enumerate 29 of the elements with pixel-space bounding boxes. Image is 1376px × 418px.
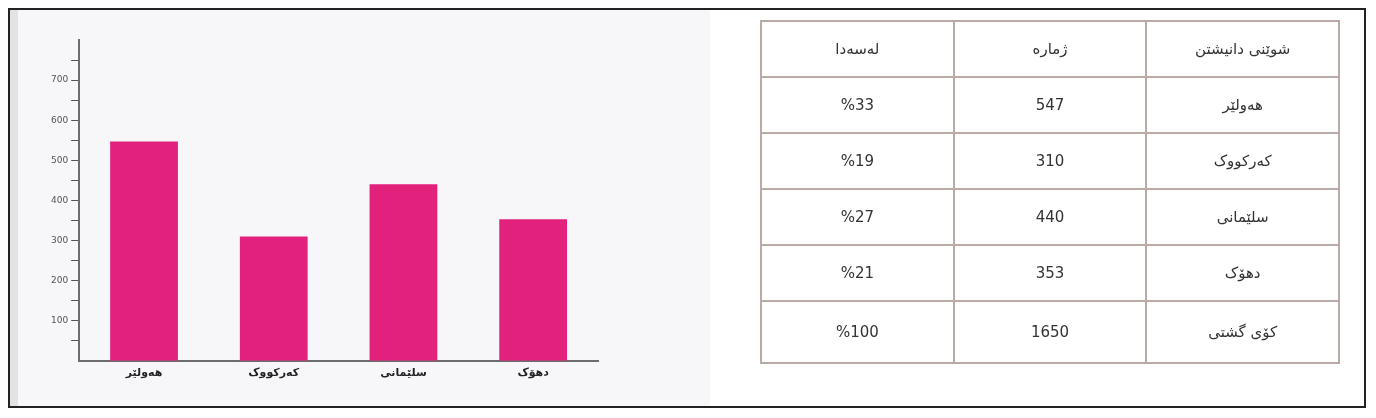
text: ژمارە	[953, 21, 1147, 77]
x-tick-label: دهۆک	[517, 366, 550, 380]
y-tick-label: 500	[50, 154, 69, 165]
y-tick-label: 700	[50, 74, 69, 85]
text: لەسەدا	[761, 21, 954, 77]
text: %33	[761, 77, 954, 133]
y-tick-label: 200	[50, 274, 69, 285]
category-label: کەرکووک	[1213, 152, 1272, 170]
y-tick-label: 100	[50, 315, 69, 326]
text: %100	[761, 301, 954, 363]
category-label: دهۆک	[1224, 264, 1261, 282]
text: 353	[953, 245, 1147, 301]
y-tick-label: 600	[50, 114, 69, 125]
x-tick-label: سلێمانی	[380, 366, 427, 380]
text: %27	[761, 189, 954, 245]
text: شوێنی دانیشتن	[1146, 21, 1339, 77]
text: 1650	[953, 301, 1147, 363]
category-label: سلێمانی	[1216, 208, 1269, 226]
text: 547	[953, 77, 1147, 133]
x-tick-label: هەولێر	[124, 366, 163, 380]
x-tick-label: کەرکووک	[248, 366, 300, 380]
text: کۆی گشتی	[1146, 301, 1339, 363]
text: 310	[953, 133, 1147, 189]
text: 440	[953, 189, 1147, 245]
text: %21	[761, 245, 954, 301]
text: %19	[761, 133, 954, 189]
y-tick-label: 300	[50, 234, 69, 245]
y-tick-label: 400	[50, 194, 69, 205]
category-label: هەولێر	[1222, 96, 1263, 114]
